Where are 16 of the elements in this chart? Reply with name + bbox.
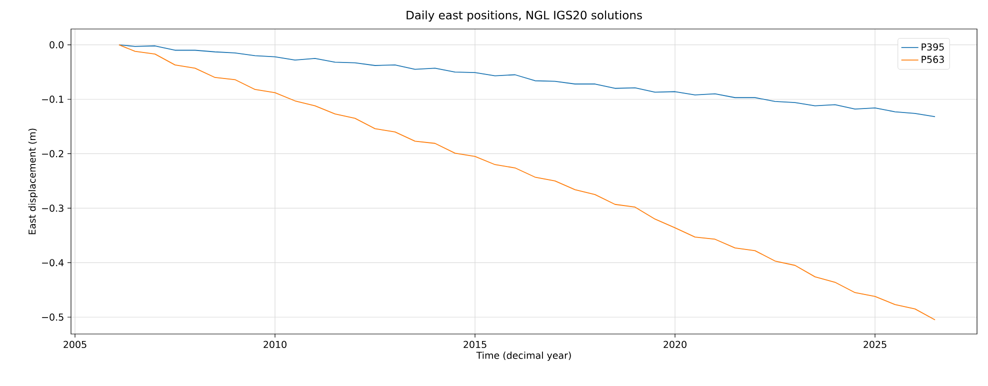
chart-title: Daily east positions, NGL IGS20 solutions (406, 10, 642, 22)
y-tick-label: −0.3 (42, 204, 64, 212)
y-tick-label: 0.0 (50, 41, 64, 48)
legend-label: P395 (922, 43, 944, 51)
y-tick-label: −0.4 (42, 259, 64, 266)
y-tick-label: −0.5 (42, 314, 64, 321)
x-tick-label: 2010 (264, 340, 286, 348)
x-tick-label: 2015 (464, 340, 486, 348)
x-tick-label: 2025 (864, 340, 886, 348)
x-tick-label: 2005 (64, 340, 86, 348)
y-axis-title: East displacement (m) (28, 128, 38, 234)
x-tick-label: 2020 (664, 340, 686, 348)
legend-label: P563 (922, 56, 944, 63)
y-tick-label: −0.2 (42, 150, 64, 158)
y-tick-label: −0.1 (42, 96, 64, 103)
x-axis-title: Time (decimal year) (476, 352, 571, 361)
